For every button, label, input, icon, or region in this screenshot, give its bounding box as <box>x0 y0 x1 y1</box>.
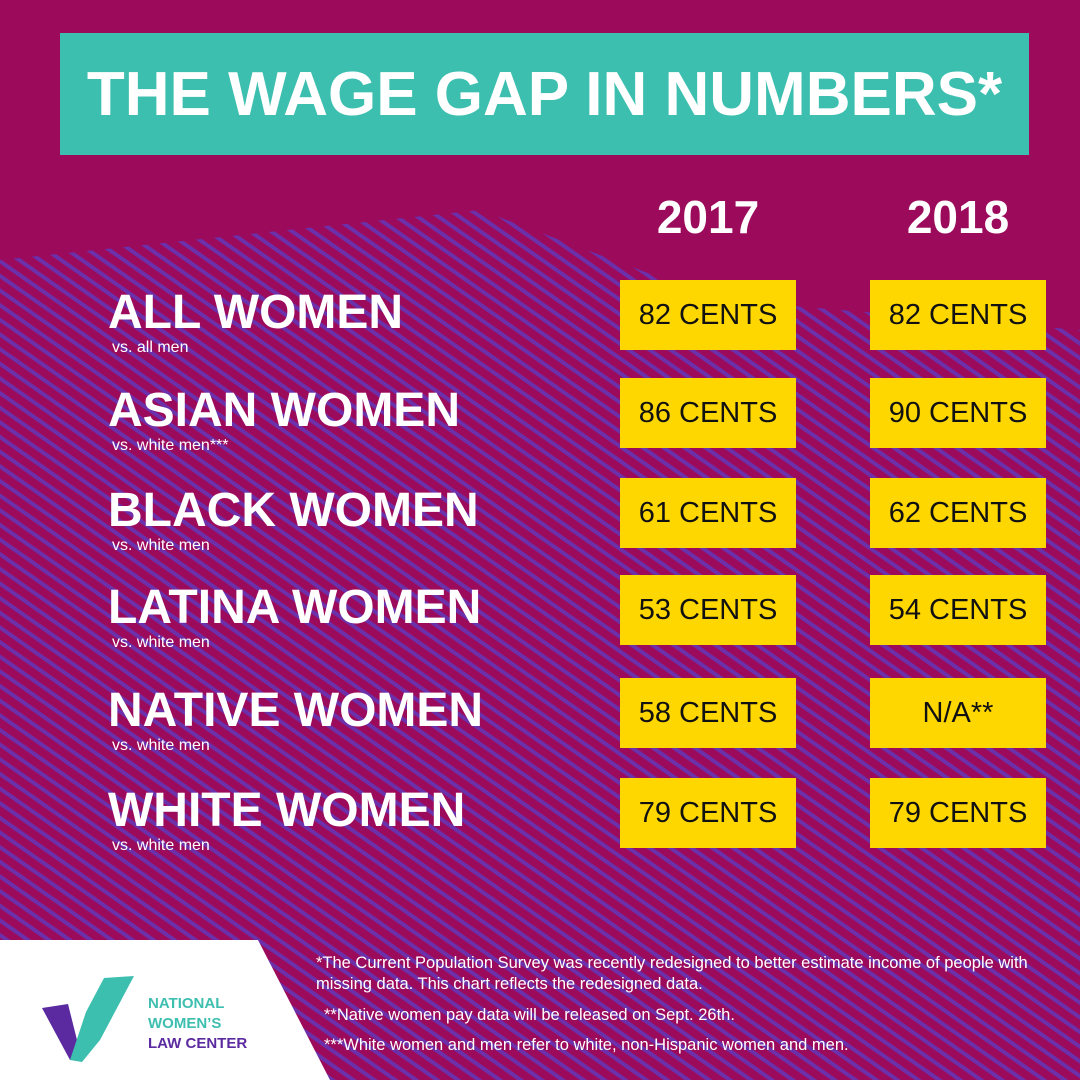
stripe-texture <box>0 210 1080 1080</box>
row-sublabel: vs. all men <box>112 339 189 356</box>
logo-line: LAW CENTER <box>148 1035 248 1052</box>
row-sublabel: vs. white men <box>112 537 210 554</box>
row-label: ASIAN WOMEN <box>108 384 460 437</box>
footnote: **Native women pay data will be released… <box>324 1006 735 1024</box>
row-sublabel: vs. white men <box>112 737 210 754</box>
value-box: 79 CENTS <box>620 778 796 848</box>
row-label: NATIVE WOMEN <box>108 684 484 737</box>
logo-text: NATIONAL WOMEN’S LAW CENTER <box>148 994 247 1054</box>
row-sublabel: vs. white men <box>112 837 210 854</box>
row-label: WHITE WOMEN <box>108 784 466 837</box>
row-label: BLACK WOMEN <box>108 484 479 537</box>
footnote: *The Current Population Survey was recen… <box>316 954 1028 993</box>
value-box: 86 CENTS <box>620 378 796 448</box>
value-box: 82 CENTS <box>620 280 796 350</box>
value-box: 82 CENTS <box>870 280 1046 350</box>
value-box: 61 CENTS <box>620 478 796 548</box>
value-box: 79 CENTS <box>870 778 1046 848</box>
footnote: ***White women and men refer to white, n… <box>324 1036 849 1054</box>
logo-line: NATIONAL <box>148 995 225 1012</box>
value-box: N/A** <box>870 678 1046 748</box>
title: THE WAGE GAP IN NUMBERS* <box>60 33 1029 155</box>
column-header: 2018 <box>906 191 1010 243</box>
value-box: 54 CENTS <box>870 575 1046 645</box>
logo-line: WOMEN’S <box>148 1015 222 1032</box>
row-label: ALL WOMEN <box>108 286 404 339</box>
logo-mark <box>70 976 134 1062</box>
row-label: LATINA WOMEN <box>108 581 482 634</box>
column-header: 2017 <box>656 191 760 243</box>
value-box: 62 CENTS <box>870 478 1046 548</box>
logo-mark <box>42 1004 82 1060</box>
row-sublabel: vs. white men <box>112 634 210 651</box>
value-box: 90 CENTS <box>870 378 1046 448</box>
row-sublabel: vs. white men*** <box>112 437 229 454</box>
value-box: 53 CENTS <box>620 575 796 645</box>
value-box: 58 CENTS <box>620 678 796 748</box>
